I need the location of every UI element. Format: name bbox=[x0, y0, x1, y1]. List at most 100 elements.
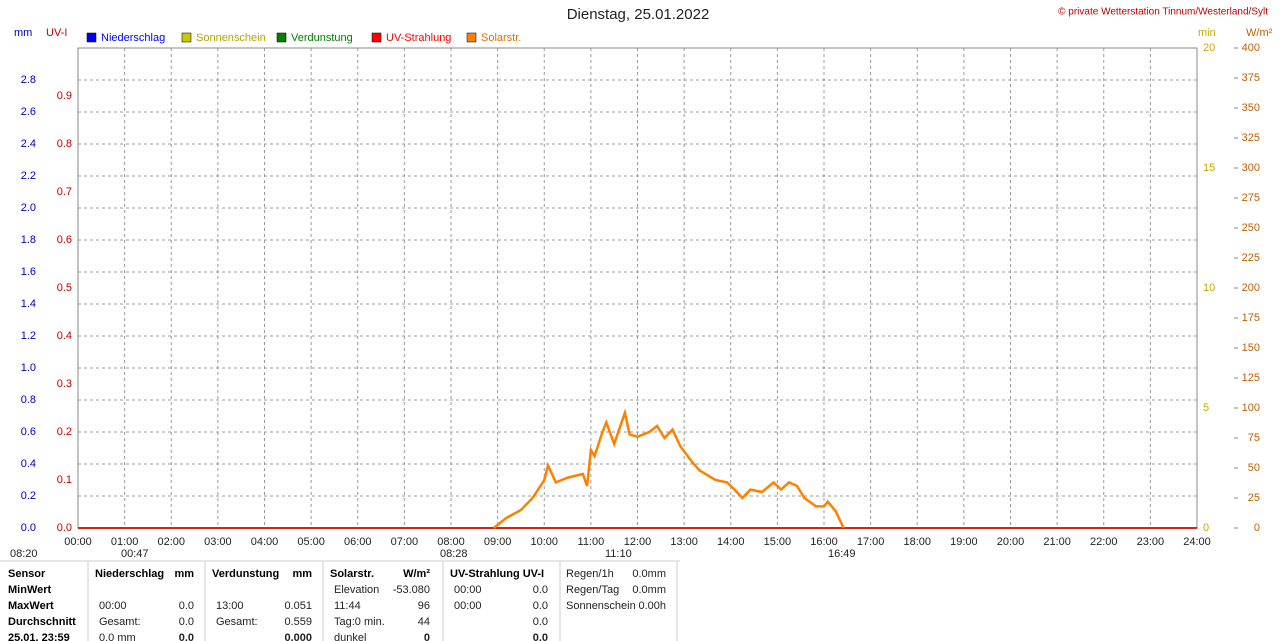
event-label: 16:49 bbox=[828, 548, 856, 560]
y3-tick-label: 5 bbox=[1203, 402, 1209, 414]
y-tick-label: 2.0 bbox=[21, 202, 36, 214]
y-tick-label: 2.2 bbox=[21, 170, 36, 182]
y2-tick-label: 0.3 bbox=[57, 378, 72, 390]
x-tick-label: 05:00 bbox=[297, 536, 325, 548]
cell-label: dunkel bbox=[334, 632, 366, 641]
y4-tick-label: 350 bbox=[1242, 102, 1260, 114]
cell-value: 0.0mm bbox=[632, 568, 666, 580]
cell-value: 0.0 bbox=[533, 600, 548, 612]
y-tick-label: 0.8 bbox=[21, 394, 36, 406]
legend-swatch bbox=[371, 32, 382, 43]
cell-value: 0.00h bbox=[638, 600, 666, 612]
y-tick-label: 0.4 bbox=[21, 458, 36, 470]
cell-value: 0.051 bbox=[284, 600, 312, 612]
legend-swatch bbox=[466, 32, 477, 43]
y2-tick-label: 0.6 bbox=[57, 234, 72, 246]
y-tick-label: 1.2 bbox=[21, 330, 36, 342]
cell-label: 00:00 bbox=[454, 584, 482, 596]
y-tick-label: 0.6 bbox=[21, 426, 36, 438]
x-tick-label: 09:00 bbox=[484, 536, 512, 548]
y4-tick-label: 325 bbox=[1242, 132, 1260, 144]
cell-value: 0.0 bbox=[533, 632, 548, 641]
cell-value: 0.0 bbox=[179, 600, 194, 612]
cell-value: -53.080 bbox=[393, 584, 430, 596]
legend-swatch bbox=[276, 32, 287, 43]
y4-tick-label: 375 bbox=[1242, 72, 1260, 84]
cell-value: 0.0 bbox=[179, 632, 194, 641]
column-header: Niederschlag bbox=[95, 568, 164, 580]
cell-value: 0.0 bbox=[533, 616, 548, 628]
y4-tick-label: 0 bbox=[1254, 522, 1260, 534]
column-header: UV-Strahlung UV-I bbox=[450, 568, 544, 580]
x-tick-label: 16:00 bbox=[810, 536, 838, 548]
table-separators bbox=[87, 562, 678, 641]
cell-value: 0 bbox=[424, 632, 430, 641]
y2-tick-label: 0.9 bbox=[57, 90, 72, 102]
event-label: 00:47 bbox=[121, 548, 149, 560]
event-label: 08:28 bbox=[440, 548, 468, 560]
x-tick-label: 19:00 bbox=[950, 536, 978, 548]
x-tick-label: 20:00 bbox=[997, 536, 1025, 548]
x-tick-label: 18:00 bbox=[903, 536, 931, 548]
y-tick-label: 2.4 bbox=[21, 138, 36, 150]
cell-label: 13:00 bbox=[216, 600, 244, 612]
y4-tick-label: 50 bbox=[1248, 462, 1260, 474]
cell-value: 96 bbox=[418, 600, 430, 612]
event-label: 08:20 bbox=[10, 548, 38, 560]
row-label: MaxWert bbox=[8, 600, 54, 612]
x-tick-label: 01:00 bbox=[111, 536, 139, 548]
y4-tick-label: 400 bbox=[1242, 42, 1260, 54]
cell-value: 0.0 bbox=[179, 616, 194, 628]
x-tick-label: 17:00 bbox=[857, 536, 885, 548]
x-tick-label: 02:00 bbox=[157, 536, 185, 548]
y4-tick-label: 175 bbox=[1242, 312, 1260, 324]
y4-axis-label: W/m² bbox=[1246, 27, 1273, 39]
row-label: 25.01. 23:59 bbox=[8, 632, 70, 641]
y2-tick-label: 0.2 bbox=[57, 426, 72, 438]
x-tick-label: 07:00 bbox=[391, 536, 419, 548]
cell-value: 0.000 bbox=[284, 632, 312, 641]
y4-tick-label: 275 bbox=[1242, 192, 1260, 204]
column-unit: mm bbox=[292, 568, 312, 580]
series-line bbox=[493, 408, 845, 529]
cell-label: 11:44 bbox=[334, 600, 361, 612]
y-tick-label: 2.6 bbox=[21, 106, 36, 118]
y3-tick-label: 10 bbox=[1203, 282, 1215, 294]
cell-label: Gesamt: bbox=[216, 616, 258, 628]
x-tick-label: 23:00 bbox=[1137, 536, 1165, 548]
column-header: Verdunstung bbox=[212, 568, 279, 580]
event-label: 11:10 bbox=[605, 548, 632, 560]
legend-swatch bbox=[181, 32, 192, 43]
legend-swatch bbox=[86, 32, 97, 43]
cell-label: Regen/1h bbox=[566, 568, 614, 580]
x-tick-label: 14:00 bbox=[717, 536, 745, 548]
x-tick-label: 21:00 bbox=[1043, 536, 1071, 548]
x-tick-label: 24:00 bbox=[1183, 536, 1211, 548]
column-unit: mm bbox=[174, 568, 194, 580]
y4-tick-label: 150 bbox=[1242, 342, 1260, 354]
y-tick-label: 1.8 bbox=[21, 234, 36, 246]
cell-label: Sonnenschein bbox=[566, 600, 636, 612]
y4-tick-label: 100 bbox=[1242, 402, 1260, 414]
column-header: Solarstr. bbox=[330, 568, 374, 580]
y4-tick-label: 125 bbox=[1242, 372, 1260, 384]
copyright: © private Wetterstation Tinnum/Westerlan… bbox=[1058, 7, 1268, 18]
y3-tick-label: 15 bbox=[1203, 162, 1215, 174]
y4-tick-label: 225 bbox=[1242, 252, 1260, 264]
x-tick-label: 03:00 bbox=[204, 536, 232, 548]
y2-tick-label: 0.7 bbox=[57, 186, 72, 198]
x-tick-label: 11:00 bbox=[578, 536, 605, 548]
cell-label: 0.0 mm bbox=[99, 632, 136, 641]
y-tick-label: 1.4 bbox=[21, 298, 36, 310]
row-label: MinWert bbox=[8, 584, 52, 596]
x-tick-label: 06:00 bbox=[344, 536, 372, 548]
row-label: Sensor bbox=[8, 568, 46, 580]
cell-label: Elevation bbox=[334, 584, 379, 596]
x-tick-label: 10:00 bbox=[530, 536, 558, 548]
y3-tick-label: 20 bbox=[1203, 42, 1215, 54]
y4-tick-label: 250 bbox=[1242, 222, 1260, 234]
y3-axis-label: min bbox=[1198, 27, 1216, 39]
y2-tick-label: 0.8 bbox=[57, 138, 72, 150]
y-tick-label: 0.2 bbox=[21, 490, 36, 502]
